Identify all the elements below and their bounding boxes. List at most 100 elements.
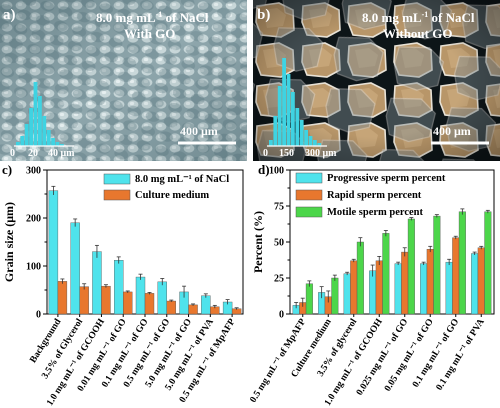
- histB-bin: [286, 74, 291, 146]
- panel-c-bar: [70, 222, 80, 315]
- panel-c-bar: [123, 291, 133, 315]
- panel-d-y-tick-label: 100: [269, 166, 284, 177]
- panel-d-category-label: 0.1 mg mL⁻¹ of PVA: [435, 317, 487, 392]
- histA-bin: [38, 96, 42, 146]
- panel-c-bar: [144, 293, 155, 315]
- panel-d-y-tick-label: 50: [274, 238, 284, 249]
- panel-a-title-line2: With GO: [124, 26, 175, 41]
- histB-bin: [269, 140, 273, 146]
- panel-d-bar: [445, 261, 453, 315]
- panel-c-y-tick-label: 300: [26, 166, 41, 177]
- panel-d-legend-label: Motile sperm percent: [327, 207, 424, 218]
- panel-c-y-tick-label: 100: [26, 262, 41, 273]
- histA-bin: [29, 108, 33, 146]
- histA-bin: [55, 142, 60, 146]
- histB-bin: [277, 86, 282, 146]
- histA-bin: [24, 124, 29, 146]
- histA-bin: [46, 130, 51, 146]
- panel-c-bar: [114, 260, 124, 315]
- panel-c-y-axis-label: Grain size (μm): [2, 202, 16, 282]
- histB-bin: [282, 58, 286, 146]
- panel-c-legend-swatch: [103, 189, 131, 201]
- histA-bin: [60, 144, 64, 146]
- panel-d-bar: [305, 283, 313, 315]
- histB-bin: [299, 120, 304, 146]
- panel-b-size-histogram: [269, 58, 322, 146]
- panel-d-bar: [452, 237, 460, 315]
- panel-c-legend-label: Culture medium: [135, 190, 209, 201]
- panel-d-bar: [382, 233, 390, 315]
- histB-bin: [313, 140, 317, 146]
- panel-c-legend-label: 8.0 mg mL⁻¹ of NaCl: [135, 174, 229, 185]
- panel-b-scale-label: 400 μm: [433, 124, 471, 138]
- panel-a-micrograph: a) 8.0 mg mL-1 of NaCl With GO 0 20 40 μ…: [0, 0, 247, 161]
- panel-d-bar: [433, 215, 441, 315]
- panel-a-hist-tick-0: 0: [10, 148, 15, 159]
- panel-d-y-tick-label: 25: [274, 274, 284, 285]
- panel-d-bar: [356, 241, 364, 315]
- panel-d-legend-swatch: [295, 172, 323, 184]
- panel-d-bar: [407, 218, 415, 315]
- panel-d-bar: [420, 263, 428, 315]
- panel-b-title-line2: Without GO: [383, 26, 452, 41]
- panel-c-bar: [101, 285, 111, 315]
- histA-bin: [33, 82, 38, 146]
- panel-c-bar: [166, 300, 176, 315]
- panel-a-letter: a): [3, 7, 16, 23]
- panel-c-y-tick-label: 200: [26, 214, 41, 225]
- panel-d-y-axis-label: Percent (%): [251, 211, 265, 273]
- panel-d-bar: [471, 253, 479, 315]
- panel-b-letter: b): [257, 7, 270, 23]
- histB-bin: [291, 92, 295, 146]
- panel-d-bar: [484, 211, 492, 315]
- panel-c-bar: [79, 286, 89, 315]
- panel-b-title-line1: 8.0 mg mL-1 of NaCl: [362, 10, 475, 25]
- panel-d-bar: [331, 277, 339, 315]
- panel-c-legend-swatch: [103, 173, 131, 185]
- panel-d-bar: [458, 211, 466, 315]
- panel-c-y-tick-label: 0: [36, 310, 41, 321]
- panel-d-chart: 0 25 50 75 100 Percent (%) d) 0.5 mg mL⁻¹ of Mp…: [249, 162, 500, 408]
- panel-c-bar: [201, 295, 211, 315]
- panel-d-bar: [369, 270, 377, 315]
- panel-c-bar: [135, 276, 146, 315]
- panel-b-micrograph: b) 8.0 mg mL-1 of NaCl Without GO 0 150 …: [253, 0, 500, 161]
- panel-c-chart: 0 100 200 300 Grain size (μm) c) Background 3.5…: [0, 162, 248, 408]
- histA-bin: [20, 136, 25, 146]
- panel-a-hist-tick-2: 40 μm: [48, 148, 75, 159]
- panel-d-legend-label: Progressive sperm percent: [327, 173, 446, 184]
- panel-d-y-tick-label: 0: [279, 310, 284, 321]
- panel-c-bar: [157, 281, 167, 315]
- panel-d-category-label: 0.1 mg mL⁻¹ of GO: [411, 317, 461, 389]
- panel-d-y-tick-label: 75: [274, 202, 284, 213]
- panel-c-panel-letter: c): [2, 162, 12, 177]
- histB-bin: [304, 130, 308, 146]
- panel-d-bar: [426, 248, 434, 315]
- panel-c-bar: [188, 304, 198, 315]
- panel-b-hist-tick-0: 0: [263, 148, 268, 159]
- panel-a-scale-label: 400 μm: [180, 124, 218, 138]
- panel-d-legend-swatch: [295, 206, 323, 218]
- histB-bin: [295, 108, 300, 146]
- panel-a-size-histogram: [16, 82, 64, 146]
- panel-b-hist-tick-1: 150: [279, 148, 294, 159]
- panel-d-bar: [375, 260, 383, 315]
- histA-bin: [16, 142, 20, 146]
- panel-d-legend-swatch: [295, 189, 323, 201]
- panel-d-bar: [350, 260, 358, 315]
- panel-c-bar: [57, 281, 68, 315]
- histB-bin: [273, 116, 278, 146]
- panel-a-title-line1: 8.0 mg mL-1 of NaCl: [96, 10, 209, 25]
- panel-d-bar: [477, 247, 485, 315]
- histA-bin: [42, 116, 47, 146]
- histB-bin: [308, 136, 313, 146]
- histA-bin: [51, 138, 55, 146]
- panel-b-hist-tick-2: 300 μm: [305, 148, 337, 159]
- panel-d-panel-letter: d): [258, 162, 270, 177]
- panel-a-hist-tick-1: 20: [28, 148, 38, 159]
- panel-c-bar: [48, 190, 59, 315]
- panel-d-bar: [394, 263, 402, 315]
- panel-d-legend-label: Rapid sperm percent: [327, 190, 422, 201]
- panel-d-bar: [343, 273, 351, 315]
- histB-bin: [317, 143, 322, 146]
